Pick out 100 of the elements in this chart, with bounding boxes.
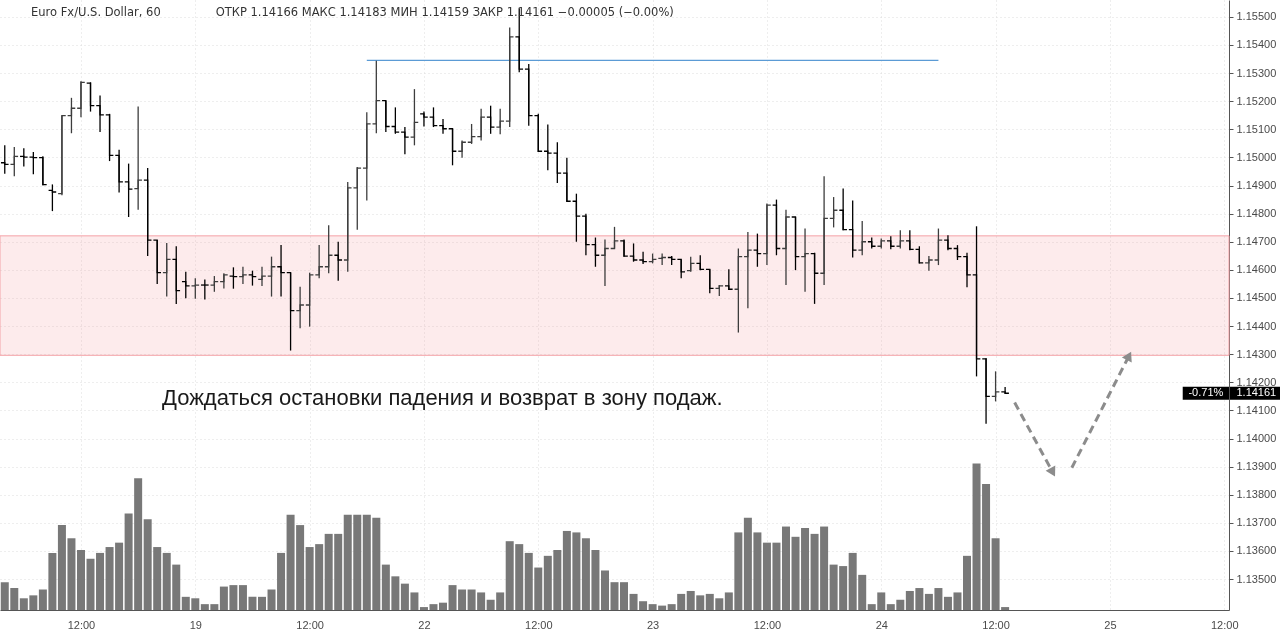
candlestick: [419, 110, 429, 128]
bar: [963, 555, 972, 610]
candlestick: [362, 111, 372, 202]
candlestick: [276, 244, 286, 298]
candlestick: [76, 80, 86, 118]
candlestick: [743, 231, 753, 310]
candlestick: [838, 187, 848, 231]
candlestick: [228, 266, 238, 290]
x-tick-label: 23: [646, 618, 660, 631]
candlestick: [600, 238, 610, 287]
candlestick: [267, 255, 276, 298]
x-tick-label: 12:00: [525, 618, 553, 631]
candlestick: [800, 227, 810, 293]
y-tick-label: 1.14400: [1236, 319, 1277, 332]
candlestick: [772, 198, 781, 256]
candlestick: [571, 193, 581, 243]
y-tick-label: 1.13800: [1236, 488, 1277, 501]
x-tick-label: 12:00: [1210, 618, 1239, 631]
candlestick: [657, 252, 667, 266]
candlestick: [114, 149, 124, 194]
candlestick: [47, 183, 57, 212]
candlestick: [371, 60, 381, 134]
candlestick: [390, 106, 400, 135]
candlestick: [676, 258, 686, 279]
y-tick-label: 1.15400: [1236, 38, 1277, 51]
candlestick: [190, 277, 200, 300]
candlestick: [400, 126, 410, 155]
y-tick-label: 1.14800: [1236, 207, 1277, 220]
candlestick: [933, 227, 943, 266]
y-tick-label: 1.15200: [1236, 94, 1277, 107]
candlestick: [905, 229, 915, 251]
candlestick: [314, 244, 324, 279]
y-tick-label: 1.13500: [1236, 572, 1277, 585]
candlestick: [238, 266, 248, 285]
candlestick: [28, 151, 38, 175]
x-tick-label: 12:00: [67, 618, 96, 631]
bar: [257, 596, 266, 610]
x-tick-label: 12:00: [296, 618, 324, 631]
x-tick-label: 24: [875, 618, 888, 631]
y-tick-label: 1.13700: [1236, 516, 1277, 529]
x-tick-label: 12:00: [753, 618, 782, 631]
bar: [439, 602, 448, 610]
text: 1.14161: [1236, 386, 1277, 399]
candlestick: [610, 226, 619, 250]
candlestick: [19, 147, 29, 168]
y-tick-label: 1.14600: [1236, 263, 1277, 276]
candlestick: [95, 94, 105, 133]
candlestick: [105, 113, 115, 162]
candlestick: [590, 236, 600, 268]
y-tick-label: 1.14000: [1236, 432, 1277, 445]
candlestick: [295, 286, 305, 329]
text: Euro Fx/U.S. Dollar, 60: [31, 5, 161, 19]
candlestick: [324, 224, 334, 274]
y-tick-label: 1.15300: [1236, 66, 1277, 79]
candlestick: [333, 241, 343, 282]
candlestick: [552, 141, 562, 184]
y-tick-label: 1.14100: [1236, 403, 1277, 416]
candlestick: [962, 252, 972, 288]
x-tick-label: 19: [189, 618, 202, 631]
candlestick: [810, 252, 820, 305]
candlestick: [38, 155, 48, 186]
candlestick: [562, 157, 572, 203]
candlestick: [181, 271, 191, 299]
y-tick-label: 1.15500: [1236, 10, 1277, 23]
x-tick-label: 22: [418, 618, 431, 631]
candlestick: [981, 357, 991, 425]
annotation: Дождаться остановки падения и возврат в зону подаж.: [162, 385, 723, 410]
candlestick: [305, 272, 315, 328]
y-tick-label: 1.14300: [1236, 347, 1277, 360]
candlestick: [924, 255, 934, 272]
candlestick: [162, 242, 172, 298]
candlestick: [791, 216, 800, 271]
y-tick-label: 1.15000: [1236, 150, 1277, 163]
candlestick: [733, 247, 743, 334]
candlestick: [171, 245, 181, 305]
candlestick: [381, 99, 391, 133]
y-tick-label: 1.13600: [1236, 544, 1277, 557]
candlestick: [152, 239, 162, 285]
y-tick-label: 1.13900: [1236, 460, 1277, 473]
annotation: -0.71%: [1188, 386, 1224, 399]
candlestick: [724, 268, 734, 291]
x-tick-label: 12:00: [982, 618, 1010, 631]
candlestick: [495, 108, 505, 136]
y-tick-label: 1.14900: [1236, 179, 1277, 192]
candlestick: [762, 202, 772, 266]
candlestick: [505, 26, 515, 128]
candlestick: [781, 209, 791, 286]
candlestick: [257, 266, 267, 287]
candlestick: [819, 175, 829, 286]
candlestick: [448, 128, 457, 166]
candlestick: [581, 212, 591, 256]
y-tick-label: 1.14700: [1236, 235, 1277, 248]
candlestick: [200, 278, 210, 301]
candlestick: [972, 225, 981, 378]
candlestick: [86, 81, 95, 113]
y-tick-label: 1.14500: [1236, 291, 1277, 304]
candlestick: [705, 268, 715, 294]
candlestick: [438, 118, 448, 135]
bar: [781, 526, 790, 610]
candlestick: [409, 88, 419, 146]
